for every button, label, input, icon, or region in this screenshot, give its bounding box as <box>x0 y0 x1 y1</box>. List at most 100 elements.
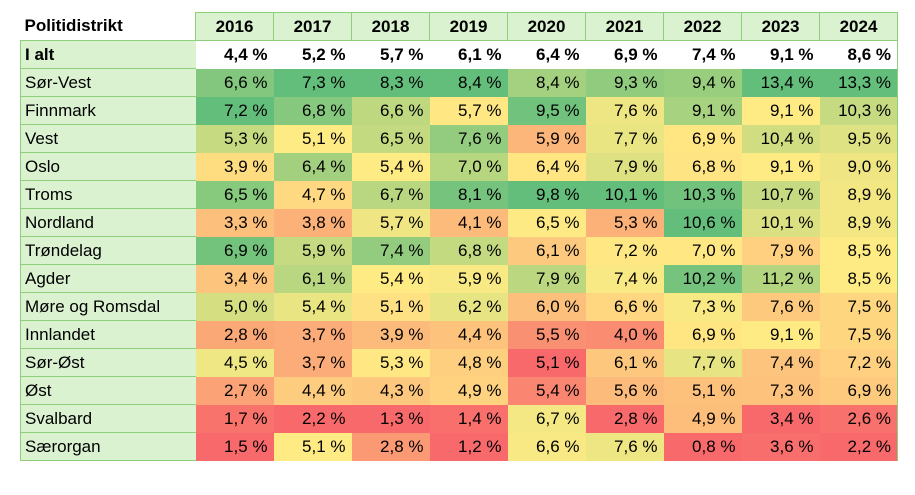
table-row: Trøndelag 6,9 % 5,9 % 7,4 % 6,8 % 6,1 % 7,2 % 7… <box>20 236 898 265</box>
heatmap-cell: 5,7 % <box>351 208 430 237</box>
heatmap-cell: 7,2 % <box>819 348 898 377</box>
heatmap-cell: 9,5 % <box>819 124 898 153</box>
table-row: Oslo 3,9 % 6,4 % 5,4 % 7,0 % 6,4 % 7,9 % 6,8 % 9… <box>20 152 898 181</box>
header-row: Politidistrikt 2016 2017 2018 2019 2020 2021 2… <box>20 12 898 41</box>
heatmap-cell: 3,4 % <box>195 264 274 293</box>
heatmap-cell: 10,3 % <box>819 96 898 125</box>
table-row: Særorgan 1,5 % 5,1 % 2,8 % 1,2 % 6,6 % 7,6 % 0,… <box>20 432 898 461</box>
heatmap-cell: 5,1 % <box>273 432 352 461</box>
heatmap-cell: 6,8 % <box>273 96 352 125</box>
heatmap-cell: 7,0 % <box>663 236 742 265</box>
heatmap-cell: 7,2 % <box>585 236 664 265</box>
column-header-2017: 2017 <box>273 12 352 41</box>
row-header: Politidistrikt <box>20 12 196 41</box>
column-header-2021: 2021 <box>585 12 664 41</box>
heatmap-cell: 7,7 % <box>585 124 664 153</box>
heatmap-table: Politidistrikt 2016 2017 2018 2019 2020 2021 2… <box>20 12 898 461</box>
heatmap-cell: 5,9 % <box>429 264 508 293</box>
heatmap-cell: 13,4 % <box>741 68 820 97</box>
heatmap-cell: 5,2 % <box>273 40 352 69</box>
row-label: Trøndelag <box>20 236 196 265</box>
heatmap-cell: 6,5 % <box>351 124 430 153</box>
heatmap-cell: 4,0 % <box>585 320 664 349</box>
heatmap-cell: 8,1 % <box>429 180 508 209</box>
row-label: Svalbard <box>20 404 196 433</box>
total-row: I alt 4,4 % 5,2 % 5,7 % 6,1 % 6,4 % 6,9 % 7,4 %… <box>20 40 898 69</box>
row-label: Oslo <box>20 152 196 181</box>
heatmap-cell: 2,7 % <box>195 376 274 405</box>
heatmap-cell: 7,6 % <box>585 96 664 125</box>
row-label: Sør-Vest <box>20 68 196 97</box>
heatmap-cell: 4,4 % <box>195 40 274 69</box>
heatmap-cell: 5,4 % <box>351 264 430 293</box>
heatmap-cell: 6,2 % <box>429 292 508 321</box>
heatmap-cell: 7,5 % <box>819 320 898 349</box>
heatmap-cell: 7,6 % <box>585 432 664 461</box>
heatmap-cell: 7,5 % <box>819 292 898 321</box>
heatmap-cell: 7,6 % <box>741 292 820 321</box>
heatmap-cell: 5,4 % <box>273 292 352 321</box>
heatmap-cell: 9,8 % <box>507 180 586 209</box>
heatmap-cell: 5,4 % <box>351 152 430 181</box>
heatmap-cell: 5,1 % <box>273 124 352 153</box>
heatmap-cell: 3,4 % <box>741 404 820 433</box>
heatmap-cell: 6,6 % <box>507 432 586 461</box>
heatmap-cell: 7,4 % <box>585 264 664 293</box>
heatmap-cell: 9,3 % <box>585 68 664 97</box>
heatmap-cell: 9,1 % <box>663 96 742 125</box>
heatmap-cell: 6,7 % <box>351 180 430 209</box>
heatmap-cell: 0,8 % <box>663 432 742 461</box>
table-row: Møre og Romsdal 5,0 % 5,4 % 5,1 % 6,2 % 6,0 %… <box>20 292 898 321</box>
heatmap-cell: 1,3 % <box>351 404 430 433</box>
heatmap-cell: 10,7 % <box>741 180 820 209</box>
heatmap-cell: 7,4 % <box>351 236 430 265</box>
heatmap-cell: 10,1 % <box>585 180 664 209</box>
heatmap-cell: 6,4 % <box>507 40 586 69</box>
heatmap-cell: 2,2 % <box>819 432 898 461</box>
table-row: Vest 5,3 % 5,1 % 6,5 % 7,6 % 5,9 % 7,7 % 6,9 % 1… <box>20 124 898 153</box>
table-row: Innlandet 2,8 % 3,7 % 3,9 % 4,4 % 5,5 % 4,0 % 6… <box>20 320 898 349</box>
heatmap-cell: 10,1 % <box>741 208 820 237</box>
heatmap-cell: 6,1 % <box>585 348 664 377</box>
heatmap-cell: 6,1 % <box>429 40 508 69</box>
heatmap-cell: 8,4 % <box>507 68 586 97</box>
heatmap-cell: 7,3 % <box>663 292 742 321</box>
heatmap-cell: 5,5 % <box>507 320 586 349</box>
row-label: Nordland <box>20 208 196 237</box>
row-label: Troms <box>20 180 196 209</box>
heatmap-cell: 9,1 % <box>741 40 820 69</box>
table-row: Finnmark 7,2 % 6,8 % 6,6 % 5,7 % 9,5 % 7,6 % 9,… <box>20 96 898 125</box>
heatmap-cell: 9,5 % <box>507 96 586 125</box>
heatmap-cell: 6,1 % <box>507 236 586 265</box>
heatmap-cell: 5,1 % <box>663 376 742 405</box>
heatmap-cell: 4,1 % <box>429 208 508 237</box>
heatmap-cell: 10,2 % <box>663 264 742 293</box>
heatmap-cell: 6,5 % <box>507 208 586 237</box>
heatmap-cell: 7,3 % <box>273 68 352 97</box>
heatmap-cell: 8,9 % <box>819 180 898 209</box>
heatmap-cell: 9,1 % <box>741 96 820 125</box>
table-row: Troms 6,5 % 4,7 % 6,7 % 8,1 % 9,8 % 10,1 % 10,3… <box>20 180 898 209</box>
heatmap-cell: 5,3 % <box>585 208 664 237</box>
heatmap-cell: 9,1 % <box>741 320 820 349</box>
row-label: Møre og Romsdal <box>20 292 196 321</box>
heatmap-cell: 13,3 % <box>819 68 898 97</box>
heatmap-cell: 2,8 % <box>351 432 430 461</box>
heatmap-cell: 8,3 % <box>351 68 430 97</box>
heatmap-cell: 6,0 % <box>507 292 586 321</box>
column-header-2022: 2022 <box>663 12 742 41</box>
heatmap-cell: 2,6 % <box>819 404 898 433</box>
heatmap-cell: 5,3 % <box>195 124 274 153</box>
heatmap-cell: 6,6 % <box>195 68 274 97</box>
heatmap-cell: 4,3 % <box>351 376 430 405</box>
heatmap-cell: 9,1 % <box>741 152 820 181</box>
heatmap-cell: 1,5 % <box>195 432 274 461</box>
heatmap-cell: 3,7 % <box>273 320 352 349</box>
heatmap-cell: 3,8 % <box>273 208 352 237</box>
heatmap-cell: 2,8 % <box>585 404 664 433</box>
heatmap-cell: 3,9 % <box>351 320 430 349</box>
heatmap-cell: 10,3 % <box>663 180 742 209</box>
heatmap-cell: 6,9 % <box>663 124 742 153</box>
heatmap-cell: 8,5 % <box>819 236 898 265</box>
heatmap-cell: 8,5 % <box>819 264 898 293</box>
